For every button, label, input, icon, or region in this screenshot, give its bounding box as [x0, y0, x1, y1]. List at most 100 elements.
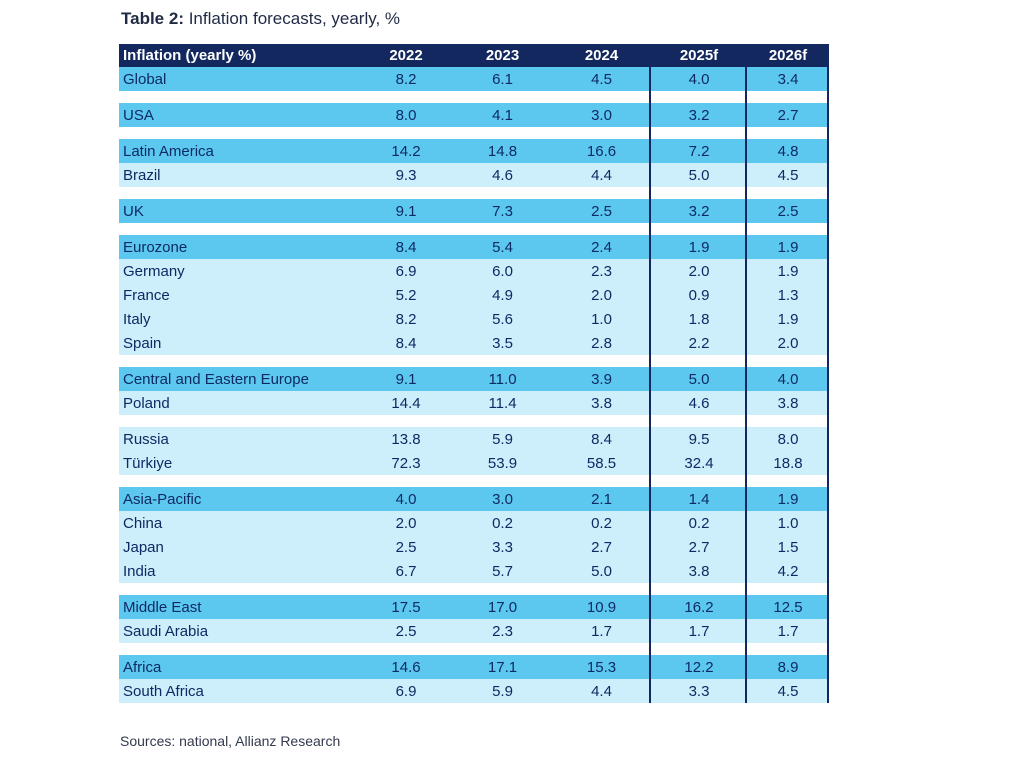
value-cell-2025f: 4.0: [688, 70, 710, 88]
table-row: Eurozone 8.4 5.4 2.4 1.9 1.9: [119, 235, 829, 259]
value-cell-2023: 11.4: [488, 394, 517, 412]
header-cell-2023: 2023: [485, 47, 520, 64]
value-cell-2023: 5.4: [492, 238, 513, 256]
table-row: Asia-Pacific 4.0 3.0 2.1 1.4 1.9: [119, 487, 829, 511]
group-spacer: [119, 475, 829, 487]
value-cell-2026f: 8.9: [777, 658, 799, 676]
table-row: France 5.2 4.9 2.0 0.9 1.3: [119, 283, 829, 307]
value-cell-2025f: 16.2: [684, 598, 714, 616]
caption-label: Table 2:: [121, 9, 184, 28]
value-cell-2023: 3.3: [492, 538, 513, 556]
value-cell-2024: 2.1: [591, 490, 612, 508]
value-cell-2024: 15.3: [586, 658, 617, 676]
table-row: Russia 13.8 5.9 8.4 9.5 8.0: [119, 427, 829, 451]
header-cell-2024: 2024: [584, 47, 619, 64]
value-cell-2022: 5.2: [395, 286, 417, 304]
value-cell-2025f: 32.4: [684, 454, 714, 472]
value-cell-2024: 3.9: [591, 370, 612, 388]
value-cell-2024: 8.4: [591, 430, 612, 448]
row-label: Spain: [123, 334, 162, 352]
row-label: Global: [123, 70, 167, 88]
value-cell-2025f: 2.7: [688, 538, 710, 556]
inflation-table: Inflation (yearly %) 2022 2023 2024 2025…: [119, 44, 829, 703]
row-label: Eurozone: [123, 238, 188, 256]
value-cell-2026f: 12.5: [773, 598, 803, 616]
row-label: Japan: [123, 538, 164, 556]
value-cell-2026f: 1.9: [777, 262, 799, 280]
value-cell-2022: 14.4: [391, 394, 421, 412]
value-cell-2026f: 18.8: [773, 454, 803, 472]
value-cell-2023: 5.9: [492, 682, 513, 700]
table-row: South Africa 6.9 5.9 4.4 3.3 4.5: [119, 679, 829, 703]
value-cell-2024: 4.4: [591, 682, 612, 700]
value-cell-2023: 14.8: [487, 142, 518, 160]
value-cell-2025f: 1.8: [688, 310, 710, 328]
group-spacer: [119, 643, 829, 655]
table-row: UK 9.1 7.3 2.5 3.2 2.5: [119, 199, 829, 223]
value-cell-2024: 2.5: [591, 202, 612, 220]
value-cell-2026f: 1.0: [777, 514, 799, 532]
value-cell-2026f: 4.5: [777, 166, 799, 184]
value-cell-2023: 0.2: [492, 514, 513, 532]
value-cell-2023: 5.6: [492, 310, 513, 328]
value-cell-2024: 58.5: [586, 454, 617, 472]
value-cell-2026f: 4.0: [777, 370, 799, 388]
value-cell-2023: 17.1: [487, 658, 518, 676]
value-cell-2025f: 3.8: [688, 562, 710, 580]
value-cell-2026f: 4.2: [777, 562, 799, 580]
group-spacer: [119, 91, 829, 103]
group-spacer: [119, 187, 829, 199]
value-cell-2022: 9.3: [395, 166, 417, 184]
value-cell-2023: 3.0: [492, 490, 513, 508]
table-row: India 6.7 5.7 5.0 3.8 4.2: [119, 559, 829, 583]
value-cell-2022: 14.6: [391, 658, 421, 676]
table-row: Africa 14.6 17.1 15.3 12.2 8.9: [119, 655, 829, 679]
value-cell-2024: 2.3: [591, 262, 612, 280]
value-cell-2025f: 3.2: [688, 202, 710, 220]
value-cell-2024: 0.2: [591, 514, 612, 532]
value-cell-2026f: 1.9: [777, 238, 799, 256]
value-cell-2023: 2.3: [492, 622, 513, 640]
table-row: Japan 2.5 3.3 2.7 2.7 1.5: [119, 535, 829, 559]
header-cell-2025f: 2025f: [679, 47, 719, 64]
value-cell-2025f: 2.2: [688, 334, 710, 352]
group-spacer: [119, 415, 829, 427]
value-cell-2023: 3.5: [492, 334, 513, 352]
value-cell-2023: 4.1: [492, 106, 513, 124]
table-row: Brazil 9.3 4.6 4.4 5.0 4.5: [119, 163, 829, 187]
value-cell-2026f: 1.7: [777, 622, 799, 640]
value-cell-2026f: 2.0: [777, 334, 799, 352]
table-row: Italy 8.2 5.6 1.0 1.8 1.9: [119, 307, 829, 331]
value-cell-2024: 2.8: [591, 334, 612, 352]
value-cell-2026f: 2.5: [777, 202, 799, 220]
value-cell-2022: 9.1: [395, 202, 417, 220]
value-cell-2023: 17.0: [487, 598, 518, 616]
value-cell-2026f: 8.0: [777, 430, 799, 448]
value-cell-2026f: 1.5: [777, 538, 799, 556]
table-row: Türkiye 72.3 53.9 58.5 32.4 18.8: [119, 451, 829, 475]
source-note: Sources: national, Allianz Research: [120, 733, 341, 749]
group-spacer: [119, 223, 829, 235]
value-cell-2025f: 7.2: [688, 142, 710, 160]
value-cell-2025f: 9.5: [688, 430, 710, 448]
row-label: France: [123, 286, 170, 304]
value-cell-2025f: 1.4: [688, 490, 710, 508]
row-label: Middle East: [123, 598, 202, 616]
value-cell-2026f: 1.9: [777, 310, 799, 328]
table-row: Middle East 17.5 17.0 10.9 16.2 12.5: [119, 595, 829, 619]
header-cell-label: Inflation (yearly %): [123, 47, 257, 64]
table-body: Global 8.2 6.1 4.5 4.0 3.4 USA 8.0 4.1 3.0 3.2 2.7 L…: [119, 67, 829, 703]
value-cell-2024: 16.6: [586, 142, 617, 160]
value-cell-2022: 72.3: [391, 454, 421, 472]
group-spacer: [119, 127, 829, 139]
value-cell-2022: 6.9: [395, 682, 417, 700]
value-cell-2026f: 1.3: [777, 286, 799, 304]
value-cell-2022: 4.0: [395, 490, 417, 508]
row-label: South Africa: [123, 682, 204, 700]
value-cell-2024: 2.4: [591, 238, 612, 256]
value-cell-2025f: 0.2: [688, 514, 710, 532]
row-label: Brazil: [123, 166, 161, 184]
table-row: Germany 6.9 6.0 2.3 2.0 1.9: [119, 259, 829, 283]
value-cell-2024: 2.0: [591, 286, 612, 304]
value-cell-2022: 17.5: [391, 598, 421, 616]
